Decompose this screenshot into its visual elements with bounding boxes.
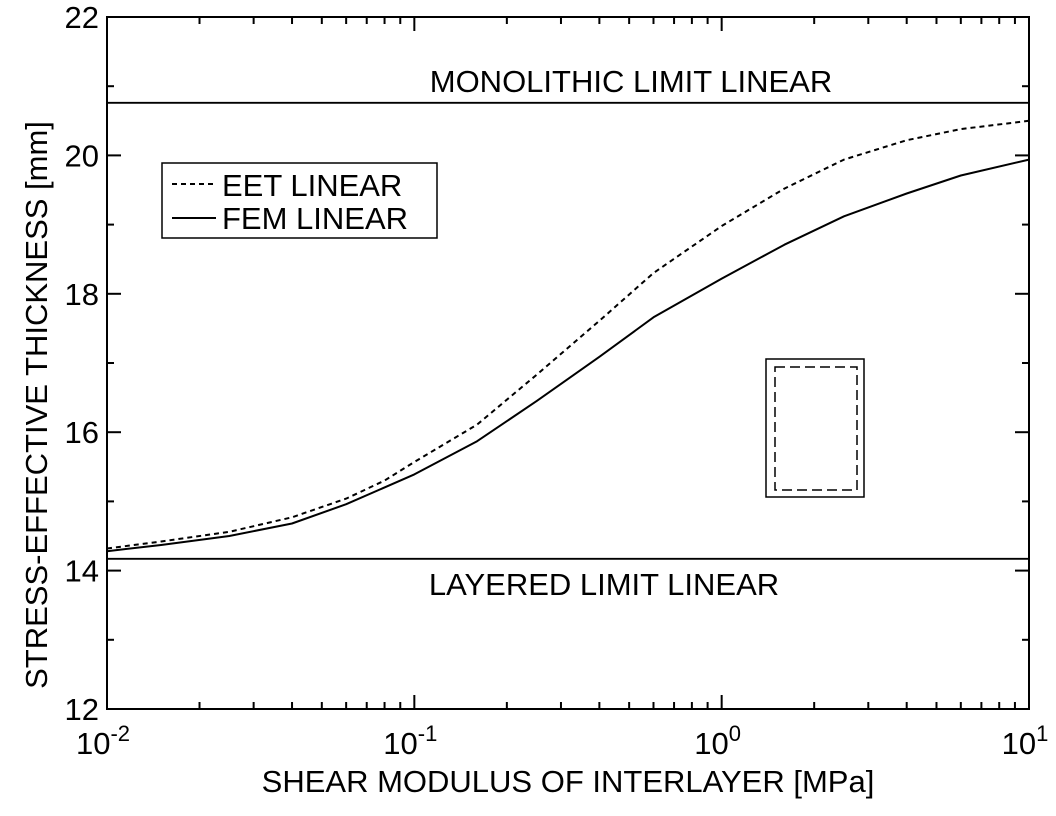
legend-box — [161, 162, 438, 239]
legend-label-eet: EET LINEAR — [222, 168, 402, 203]
y-tick-label: 18 — [65, 277, 99, 312]
y-tick-label: 14 — [65, 554, 99, 589]
tick-labels: 12 14 16 18 20 22 10-2 10-1 100 101 — [65, 0, 1049, 761]
y-tick-label: 20 — [65, 138, 99, 173]
x-tick-label: 10-2 — [76, 721, 130, 761]
plot-frame — [106, 16, 1030, 710]
y-axis-title: STRESS-EFFECTIVE THICKNESS [mm] — [19, 121, 54, 689]
y-tick-label: 16 — [65, 415, 99, 450]
series-layer — [106, 119, 1030, 553]
reference-lines — [107, 101, 1029, 560]
x-axis-title: SHEAR MODULUS OF INTERLAYER [MPa] — [262, 764, 875, 799]
series-line-fem — [106, 158, 1030, 553]
axis-ticks — [106, 16, 1030, 710]
legend-label-fem: FEM LINEAR — [222, 201, 408, 236]
layered-limit-label: LAYERED LIMIT LINEAR — [429, 567, 779, 602]
series-line-eet — [106, 119, 1030, 550]
legend: EET LINEAR FEM LINEAR — [161, 162, 438, 239]
y-tick-label: 22 — [65, 0, 99, 35]
cross-section-icon — [765, 358, 865, 498]
x-tick-label: 100 — [694, 721, 741, 761]
x-tick-label: 10-1 — [383, 721, 437, 761]
monolithic-limit-label: MONOLITHIC LIMIT LINEAR — [430, 64, 833, 99]
y-tick-label: 12 — [65, 692, 99, 727]
x-tick-label: 101 — [1002, 721, 1049, 761]
